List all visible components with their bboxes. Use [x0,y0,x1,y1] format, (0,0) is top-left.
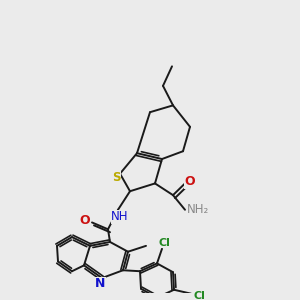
Text: NH: NH [111,210,129,223]
Text: O: O [80,214,90,227]
Text: Cl: Cl [193,291,205,300]
Text: O: O [185,175,195,188]
Text: NH₂: NH₂ [187,203,209,216]
Text: Cl: Cl [158,238,170,248]
Text: S: S [112,171,120,184]
Text: N: N [95,278,105,290]
